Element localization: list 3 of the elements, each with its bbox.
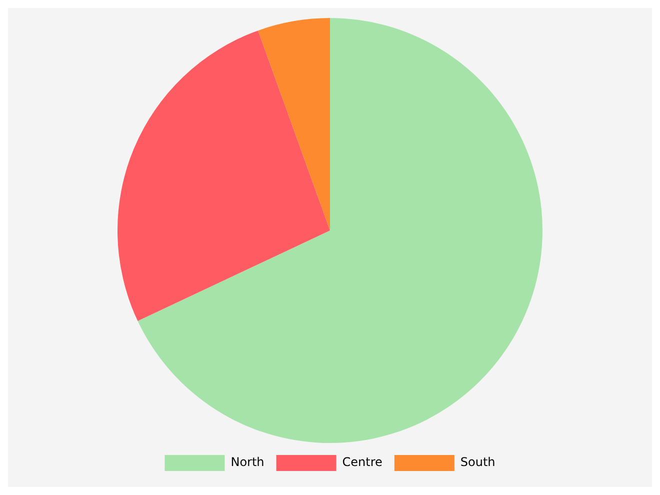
legend-label: South xyxy=(460,455,496,470)
legend-label: North xyxy=(230,455,264,470)
legend-label: Centre xyxy=(342,455,382,470)
